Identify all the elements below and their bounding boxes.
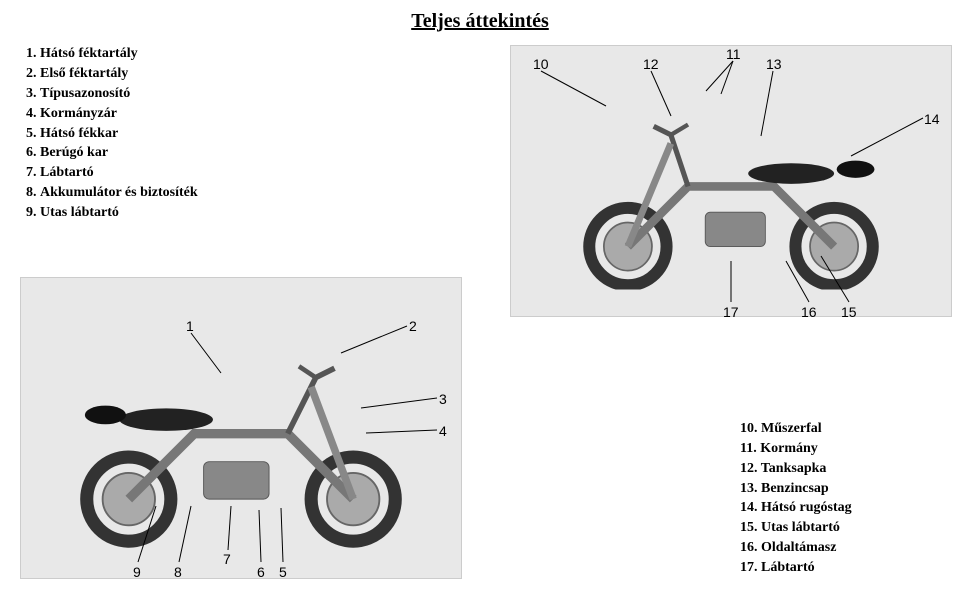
list-item: Hátsó féktartály xyxy=(40,45,250,64)
right-list: 10. Műszerfal 11. Kormány 12. Tanksapka … xyxy=(740,420,940,578)
motorcycle-left-icon xyxy=(54,338,428,548)
list-item: Lábtartó xyxy=(40,164,250,183)
list-item: 15. Utas lábtartó xyxy=(740,519,940,538)
list-item: Hátsó fékkar xyxy=(40,125,250,144)
page-title: Teljes áttekintés xyxy=(20,10,940,33)
callout: 11 xyxy=(726,46,741,62)
list-item: Akkumulátor és biztosíték xyxy=(40,184,250,203)
callout: 16 xyxy=(801,304,817,320)
list-item: Típusazonosító xyxy=(40,85,250,104)
callout: 1 xyxy=(186,318,194,334)
left-diagram-container: 1 2 3 4 5 6 7 8 9 xyxy=(20,277,700,579)
callout: 9 xyxy=(133,564,141,580)
callout: 12 xyxy=(643,56,659,72)
right-list-container: 10. Műszerfal 11. Kormány 12. Tanksapka … xyxy=(740,420,940,579)
callout: 2 xyxy=(409,318,417,334)
list-item: 17. Lábtartó xyxy=(740,559,940,578)
callout: 8 xyxy=(174,564,182,580)
callout: 15 xyxy=(841,304,857,320)
left-diagram: 1 2 3 4 5 6 7 8 9 xyxy=(20,277,462,579)
callout: 6 xyxy=(257,564,265,580)
callout: 14 xyxy=(924,111,940,127)
callout: 7 xyxy=(223,551,231,567)
callout: 10 xyxy=(533,56,549,72)
left-list: Hátsó féktartály Első féktartály Típusaz… xyxy=(20,45,250,223)
list-item: 16. Oldaltámasz xyxy=(740,539,940,558)
list-item: Berúgó kar xyxy=(40,144,250,163)
callout: 5 xyxy=(279,564,287,580)
list-item: 14. Hátsó rugóstag xyxy=(740,499,940,518)
motorcycle-right-icon xyxy=(544,100,918,289)
callout: 17 xyxy=(723,304,739,320)
callout: 13 xyxy=(766,56,782,72)
list-item: Első féktartály xyxy=(40,65,250,84)
list-item: 10. Műszerfal xyxy=(740,420,940,439)
list-item: 13. Benzincsap xyxy=(740,480,940,499)
list-item: Utas lábtartó xyxy=(40,204,250,223)
list-item: Kormányzár xyxy=(40,105,250,124)
left-list-container: Hátsó féktartály Első féktartály Típusaz… xyxy=(20,45,250,237)
bottom-row: 1 2 3 4 5 6 7 8 9 10. Műsze xyxy=(20,277,940,579)
callout: 4 xyxy=(439,423,447,439)
list-item: 11. Kormány xyxy=(740,440,940,459)
callout: 3 xyxy=(439,391,447,407)
list-item: 12. Tanksapka xyxy=(740,460,940,479)
